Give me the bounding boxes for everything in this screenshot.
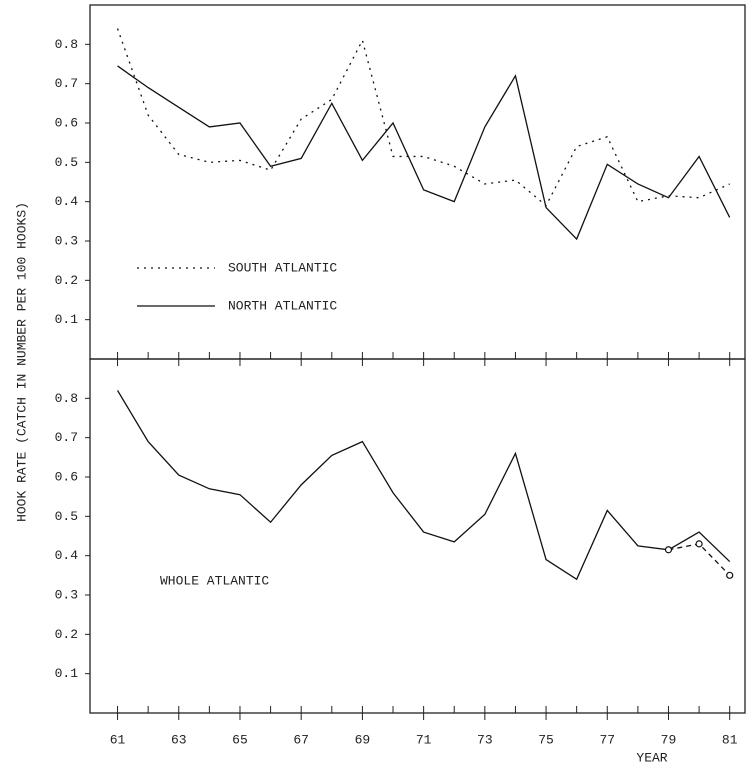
- x-tick-label: 71: [416, 732, 432, 747]
- x-tick-label: 77: [599, 732, 615, 747]
- series-line: [116, 390, 731, 581]
- x-tick-label: 73: [477, 732, 493, 747]
- y-tick-label: 0.6: [55, 115, 78, 130]
- y-tick-label: 0.2: [55, 273, 78, 288]
- legend-label: SOUTH ATLANTIC: [228, 260, 337, 275]
- x-tick-label: 61: [110, 732, 126, 747]
- annotation: WHOLE ATLANTIC: [160, 573, 269, 588]
- data-point: [695, 540, 703, 548]
- x-axis-label: YEAR: [636, 750, 667, 765]
- y-tick-label: 0.8: [55, 391, 78, 406]
- data-point: [726, 571, 734, 579]
- series-line: [116, 28, 730, 207]
- y-tick-label: 0.7: [55, 76, 78, 91]
- series-line: [117, 65, 731, 241]
- y-tick-label: 0.8: [55, 37, 78, 52]
- x-tick-label: 63: [171, 732, 187, 747]
- plot-frame: [89, 358, 746, 714]
- y-tick-label: 0.1: [55, 666, 79, 681]
- x-tick-label: 79: [661, 732, 677, 747]
- legend-label: NORTH ATLANTIC: [228, 298, 337, 313]
- x-tick-label: 75: [538, 732, 554, 747]
- y-tick-label: 0.6: [55, 469, 78, 484]
- x-tick-label: 67: [293, 732, 309, 747]
- data-point: [664, 546, 673, 554]
- x-tick-label: 65: [232, 732, 248, 747]
- x-tick-label: 69: [355, 732, 371, 747]
- y-tick-label: 0.7: [55, 430, 78, 445]
- y-tick-label: 0.4: [55, 194, 79, 209]
- y-tick-label: 0.1: [55, 312, 79, 327]
- y-axis-label: HOOK RATE (CATCH IN NUMBER PER 100 HOOKS…: [14, 202, 29, 522]
- y-tick-label: 0.3: [55, 233, 78, 248]
- y-tick-label: 0.3: [55, 587, 78, 602]
- y-tick-label: 0.4: [55, 548, 79, 563]
- x-tick-label: 81: [722, 732, 738, 747]
- y-tick-label: 0.5: [55, 509, 78, 524]
- y-tick-label: 0.5: [55, 155, 78, 170]
- y-tick-label: 0.2: [55, 627, 78, 642]
